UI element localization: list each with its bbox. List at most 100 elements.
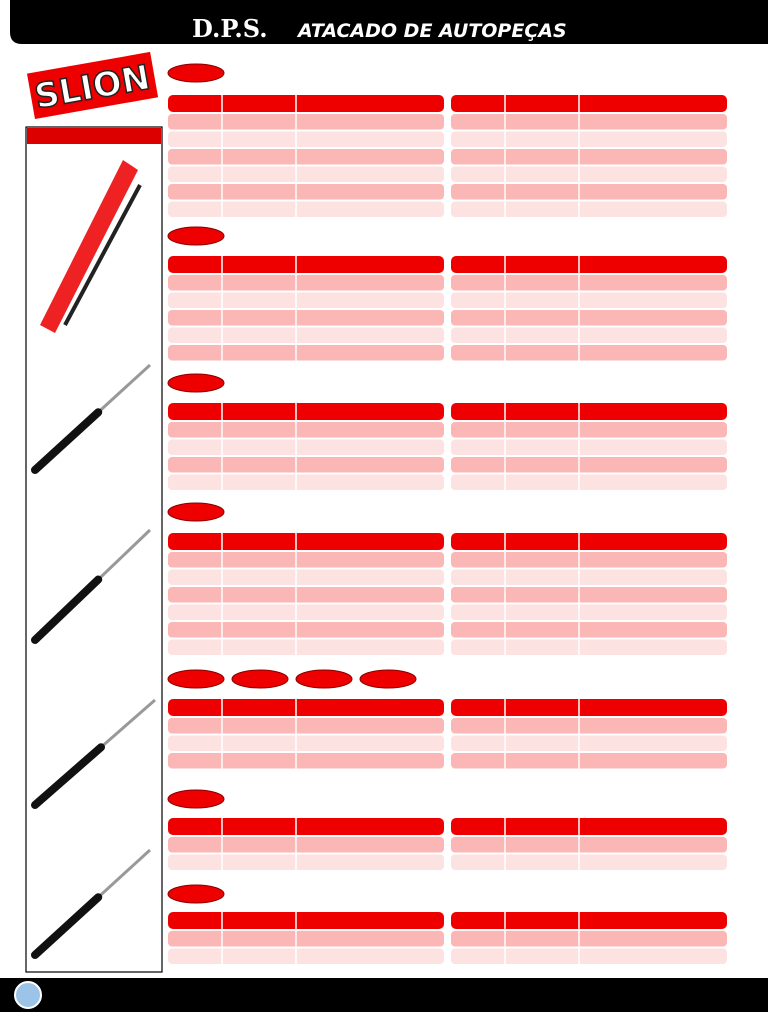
table-row	[168, 457, 444, 473]
spring-rod	[97, 363, 152, 414]
spring-rod	[100, 698, 156, 749]
table-row	[451, 439, 727, 455]
section-tag	[295, 669, 353, 689]
table-row	[168, 639, 444, 655]
section-tag	[231, 669, 289, 689]
table-row	[168, 114, 444, 130]
table-row	[451, 931, 727, 947]
table-row	[451, 587, 727, 603]
table-row	[451, 639, 727, 655]
spring-rod	[97, 848, 152, 899]
logo-bg	[26, 51, 159, 119]
table-row	[168, 327, 444, 343]
table-row	[451, 166, 727, 182]
table-row	[451, 327, 727, 343]
spring-body	[31, 408, 103, 474]
table-row	[451, 622, 727, 638]
table-row	[168, 184, 444, 200]
section-tag	[167, 669, 225, 689]
table-row	[451, 753, 727, 769]
section-tag	[359, 669, 417, 689]
table-row	[451, 948, 727, 964]
top-bar	[10, 0, 768, 44]
table-row	[168, 718, 444, 734]
table-header	[451, 818, 727, 835]
table-header	[451, 95, 727, 112]
page-badge	[14, 981, 42, 1009]
table-row	[168, 587, 444, 603]
table-row	[168, 854, 444, 870]
table-row	[168, 345, 444, 361]
subtitle: ATACADO DE AUTOPEÇAS	[296, 20, 567, 42]
section-tag	[167, 789, 225, 809]
section-tag	[167, 884, 225, 904]
table-row	[168, 201, 444, 217]
table-row	[168, 275, 444, 291]
table-row	[168, 948, 444, 964]
table-row	[168, 837, 444, 853]
section-tag	[167, 373, 225, 393]
table-row	[451, 569, 727, 585]
table-row	[168, 622, 444, 638]
logo: SLION	[26, 51, 159, 119]
table-row	[168, 552, 444, 568]
table-header	[451, 699, 727, 716]
product-box	[40, 160, 142, 333]
table-row	[168, 166, 444, 182]
table-row	[451, 292, 727, 308]
table-header	[168, 912, 444, 929]
table-row	[451, 837, 727, 853]
table-row	[451, 310, 727, 326]
table-row	[451, 604, 727, 620]
spring-rod	[97, 528, 152, 581]
product-panel	[25, 126, 163, 973]
table-row	[451, 201, 727, 217]
table-row	[168, 310, 444, 326]
table-row	[168, 753, 444, 769]
table-row	[451, 114, 727, 130]
table-header	[168, 256, 444, 273]
table-row	[168, 474, 444, 490]
table-row	[168, 931, 444, 947]
spring-body	[31, 743, 105, 809]
table-header	[168, 818, 444, 835]
table-row	[451, 184, 727, 200]
table-row	[451, 422, 727, 438]
table-row	[168, 569, 444, 585]
table-header	[451, 912, 727, 929]
table-header	[168, 533, 444, 550]
table-row	[168, 604, 444, 620]
brand: D.P.S.	[192, 14, 268, 43]
section-tag	[167, 226, 225, 246]
spring-body	[31, 893, 103, 959]
table-row	[451, 854, 727, 870]
spring-body	[31, 575, 103, 644]
panel-header	[27, 128, 161, 144]
table-row	[451, 275, 727, 291]
table-row	[451, 457, 727, 473]
table-header	[168, 699, 444, 716]
table-row	[451, 718, 727, 734]
table-header	[451, 256, 727, 273]
section-tag	[167, 502, 225, 522]
table-row	[168, 422, 444, 438]
table-row	[168, 149, 444, 165]
table-row	[168, 439, 444, 455]
section-tag	[167, 63, 225, 83]
table-row	[451, 735, 727, 751]
table-row	[451, 131, 727, 147]
table-header	[451, 533, 727, 550]
table-row	[451, 345, 727, 361]
table-row	[451, 474, 727, 490]
table-header	[168, 403, 444, 420]
table-header	[168, 95, 444, 112]
bottom-bar	[0, 978, 768, 1012]
table-header	[451, 403, 727, 420]
table-row	[451, 149, 727, 165]
table-row	[451, 552, 727, 568]
table-row	[168, 292, 444, 308]
table-row	[168, 131, 444, 147]
table-row	[168, 735, 444, 751]
